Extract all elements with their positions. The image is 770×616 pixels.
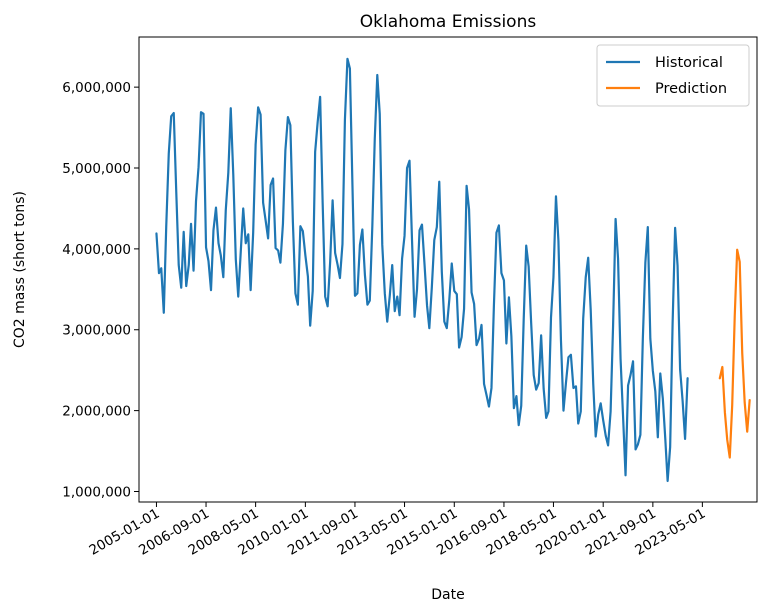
series-line-prediction	[718, 248, 751, 459]
y-tick-label: 2,000,000	[62, 404, 131, 420]
legend-box	[596, 44, 750, 107]
legend-label-historical: Historical	[655, 55, 723, 71]
y-tick-label: 1,000,000	[62, 484, 131, 500]
y-tick-label: 3,000,000	[62, 323, 131, 339]
chart-title: Oklahoma Emissions	[360, 12, 537, 32]
plot-frame	[138, 36, 758, 503]
y-tick-label: 6,000,000	[62, 80, 131, 96]
y-axis: 1,000,000 2,000,000 3,000,000 4,000,000 5,00…	[62, 80, 139, 500]
x-axis: 2005-01-012006-09-012008-05-012010-01-01…	[86, 502, 708, 559]
x-axis-title: Date	[431, 587, 464, 603]
legend-label-prediction: Prediction	[655, 81, 727, 97]
y-tick-label: 5,000,000	[62, 161, 131, 177]
legend: Historical Prediction	[596, 44, 750, 107]
series-line-historical	[155, 57, 689, 483]
y-tick-label: 4,000,000	[62, 242, 131, 258]
plot-area	[155, 57, 751, 483]
y-axis-title: CO2 mass (short tons)	[12, 191, 28, 348]
